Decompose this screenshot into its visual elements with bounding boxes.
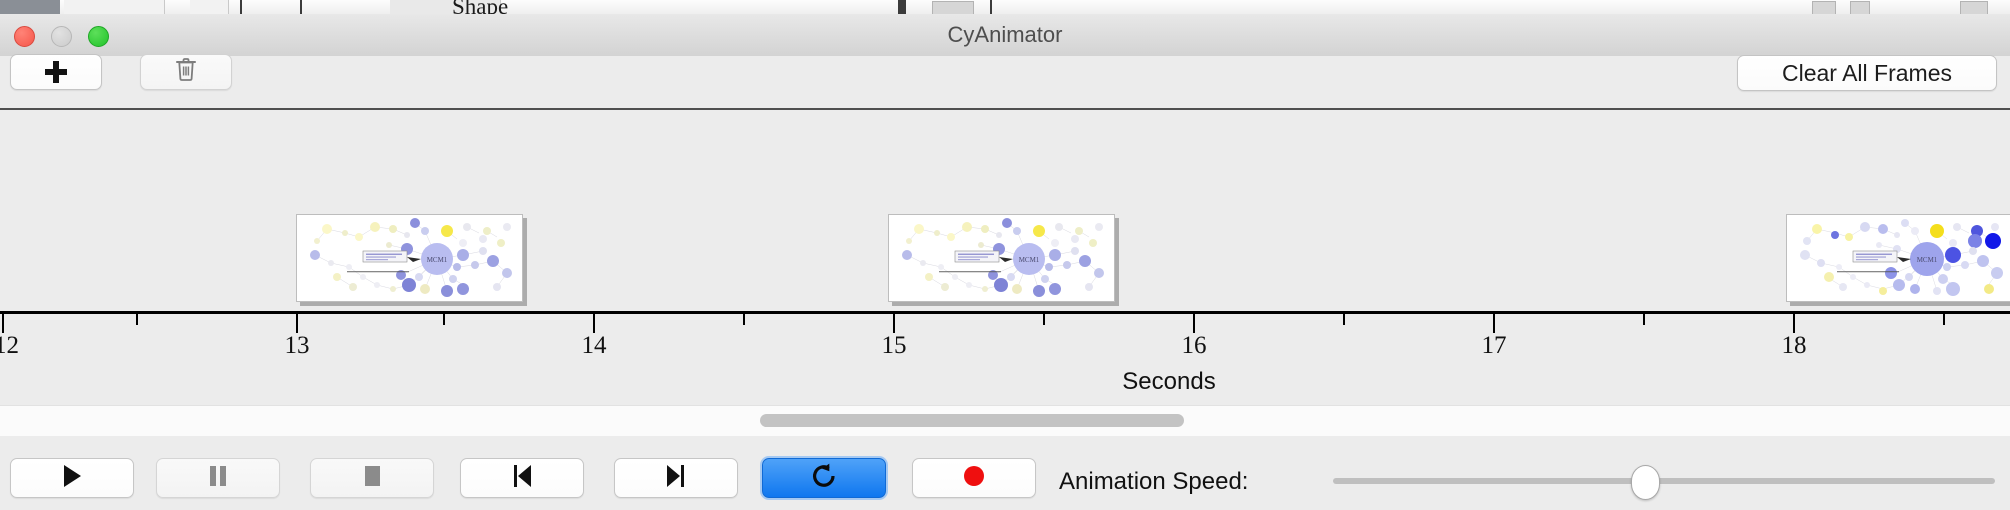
- axis-tick-label: 14: [581, 332, 607, 359]
- clear-all-frames-button[interactable]: Clear All Frames: [1737, 55, 1997, 91]
- network-graph-thumbnail: MCM1: [902, 218, 1104, 297]
- axis-tick-label: 17: [1481, 332, 1507, 359]
- background-divider: [300, 0, 302, 14]
- slider-thumb[interactable]: [1631, 465, 1661, 500]
- background-segment: [390, 0, 501, 14]
- stop-icon: [361, 464, 383, 493]
- svg-text:MCM1: MCM1: [1019, 256, 1040, 264]
- delete-frame-button[interactable]: [140, 54, 232, 90]
- axis-tick-label: 18: [1781, 332, 1807, 359]
- background-tab: [0, 0, 60, 14]
- loop-icon: [810, 462, 838, 495]
- play-icon: [60, 463, 84, 494]
- background-window-label: Shape: [452, 0, 509, 15]
- axis-title-text: Seconds: [1122, 368, 1216, 395]
- axis-tick-label: 16: [1181, 332, 1207, 359]
- timeline-axis: [0, 311, 2010, 314]
- axis-tick-label: 13: [284, 332, 310, 359]
- animation-speed-slider[interactable]: [1333, 465, 1995, 500]
- background-box: [932, 1, 974, 14]
- title-bar: CyAnimator: [0, 14, 2010, 57]
- first-frame-button[interactable]: [460, 458, 584, 498]
- pause-button[interactable]: [156, 458, 280, 498]
- network-graph-thumbnail: MCM1: [1800, 219, 2003, 296]
- axis-major-tick: [593, 314, 595, 333]
- record-button[interactable]: [912, 458, 1036, 498]
- plus-icon: [45, 61, 67, 83]
- scrollbar-thumb[interactable]: [759, 414, 1184, 427]
- frame-toolbar: [0, 56, 2010, 109]
- skip-to-end-icon: [664, 463, 688, 494]
- axis-major-tick: [296, 314, 298, 333]
- stop-button[interactable]: [310, 458, 434, 498]
- axis-minor-tick: [743, 314, 745, 325]
- add-frame-button[interactable]: [10, 54, 102, 90]
- frame-thumbnail-1[interactable]: MCM1: [296, 214, 523, 302]
- loop-button[interactable]: [762, 458, 886, 498]
- window-controls: [14, 26, 124, 47]
- background-segment: [64, 0, 165, 14]
- background-box: [1812, 1, 1836, 14]
- network-graph-thumbnail: MCM1: [310, 218, 512, 297]
- play-button[interactable]: [10, 458, 134, 498]
- axis-major-tick: [1493, 314, 1495, 333]
- frame-thumbnail-2[interactable]: MCM1: [888, 214, 1115, 302]
- axis-minor-tick: [136, 314, 138, 325]
- background-segment: [190, 0, 229, 14]
- timeline-scrollbar[interactable]: [0, 405, 2010, 437]
- minimize-button[interactable]: [51, 26, 72, 47]
- axis-major-tick: [1793, 314, 1795, 333]
- frame-thumbnail-3[interactable]: MCM1: [1786, 214, 2010, 302]
- maximize-button[interactable]: [88, 26, 109, 47]
- axis-minor-tick: [443, 314, 445, 325]
- last-frame-button[interactable]: [614, 458, 738, 498]
- axis-title: Seconds: [0, 368, 2010, 396]
- svg-text:MCM1: MCM1: [427, 256, 448, 264]
- axis-tick-label: 12: [0, 332, 19, 359]
- axis-minor-tick: [1343, 314, 1345, 325]
- background-divider: [240, 0, 242, 14]
- pause-icon: [207, 463, 229, 494]
- background-box: [1850, 1, 1870, 14]
- background-divider: [898, 0, 906, 14]
- page-title: CyAnimator: [947, 22, 1063, 47]
- background-divider: [990, 0, 992, 14]
- axis-minor-tick: [1643, 314, 1645, 325]
- axis-major-tick: [893, 314, 895, 333]
- axis-minor-tick: [1943, 314, 1945, 325]
- timeline-panel[interactable]: MCM1: [0, 108, 2010, 407]
- axis-major-tick: [2, 314, 4, 333]
- animation-speed-label: Animation Speed:: [1059, 468, 1249, 495]
- background-window-strip: Shape: [0, 0, 2010, 15]
- background-box: [1960, 1, 1988, 14]
- svg-text:MCM1: MCM1: [1917, 256, 1938, 264]
- axis-major-tick: [1193, 314, 1195, 333]
- close-button[interactable]: [14, 26, 35, 47]
- axis-minor-tick: [1043, 314, 1045, 325]
- trash-icon: [174, 56, 198, 88]
- axis-tick-label: 15: [881, 332, 907, 359]
- record-icon: [961, 463, 987, 494]
- skip-to-start-icon: [510, 463, 534, 494]
